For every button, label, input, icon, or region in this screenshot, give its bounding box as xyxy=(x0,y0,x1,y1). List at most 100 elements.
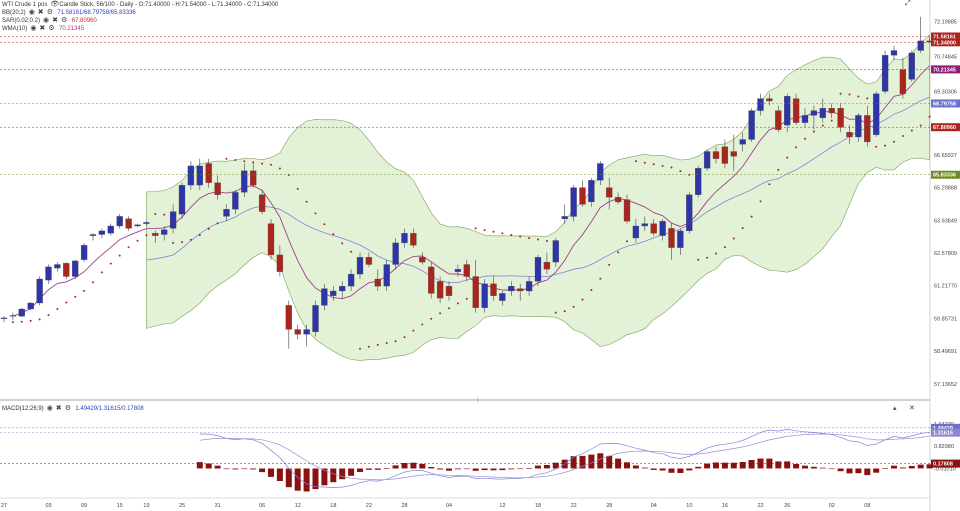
price-tag-label: 71.34000 xyxy=(933,40,956,46)
x-tick-label: 16 xyxy=(722,503,728,509)
candle xyxy=(0,317,8,319)
macd-histogram-bar xyxy=(668,468,675,473)
sar-dot xyxy=(661,164,664,167)
eye-icon[interactable]: ◉ xyxy=(46,405,53,412)
x-tick-label: 06 xyxy=(259,503,265,509)
macd-histogram-bar xyxy=(410,462,417,469)
sar-dot xyxy=(857,95,860,98)
macd-histogram-bar xyxy=(819,467,826,469)
macd-histogram-bar xyxy=(570,456,577,469)
candle xyxy=(597,163,604,181)
sar-dot xyxy=(145,234,148,237)
macd-histogram-bar xyxy=(526,468,533,469)
candle xyxy=(517,288,524,292)
price-tag-label: 68.79758 xyxy=(933,101,956,107)
price-tick-label: 65.29888 xyxy=(934,186,957,192)
macd-histogram-bar xyxy=(463,468,470,470)
price-tick-label: 61.21770 xyxy=(934,284,957,290)
close-icon[interactable]: ✕ xyxy=(909,405,915,412)
sar-dot xyxy=(341,242,344,245)
sar-dot xyxy=(11,321,14,324)
price-tag-label: 70.21345 xyxy=(933,67,956,73)
chevron-up-icon[interactable]: ▴ xyxy=(893,405,897,412)
candle xyxy=(864,115,871,143)
close-icon[interactable]: ✖ xyxy=(55,405,62,412)
sar-dot xyxy=(207,227,210,230)
price-tag-label: 67.80960 xyxy=(933,125,956,131)
candle xyxy=(579,187,586,205)
sar-dot xyxy=(448,307,450,310)
macd-histogram-bar xyxy=(303,468,310,492)
candle xyxy=(917,40,924,51)
sar-dot xyxy=(884,144,887,147)
sar-dot xyxy=(359,347,361,350)
macd-tag-label: 1.31615 xyxy=(933,431,953,437)
candle xyxy=(766,98,773,102)
sar-dot xyxy=(804,137,806,140)
candle xyxy=(232,192,239,210)
indicator-sar-row: SAR(0.02;0.2) ◉ ✖ ⚙ 67.80960 xyxy=(2,17,100,25)
expand-icon[interactable]: ⤢ xyxy=(905,0,911,7)
sar-dot xyxy=(768,183,771,186)
macd-histogram-bar xyxy=(632,465,639,469)
sar-dot xyxy=(634,160,637,163)
indicator-wma-row: WMA(10) ◉ ✖ ⚙ 70.21345 xyxy=(2,25,87,33)
gear-icon[interactable]: ⚙ xyxy=(64,405,71,412)
gear-icon[interactable]: ⚙ xyxy=(46,9,53,16)
sar-dot xyxy=(483,229,486,232)
macd-histogram-bar xyxy=(330,468,337,483)
eye-icon[interactable]: ◉ xyxy=(30,25,37,32)
candle xyxy=(410,233,417,246)
candle xyxy=(169,211,177,229)
sar-dot xyxy=(919,124,922,127)
gear-icon[interactable]: ⚙ xyxy=(61,17,68,24)
macd-histogram-bar xyxy=(891,465,897,469)
price-tick-label: 62.57809 xyxy=(934,251,957,257)
sar-dot xyxy=(412,329,415,332)
sar-dot xyxy=(163,213,166,216)
gear-icon[interactable]: ⚙ xyxy=(48,25,55,32)
candle xyxy=(401,233,408,244)
macd-histogram-bar xyxy=(739,462,746,469)
macd-histogram-bar xyxy=(650,468,657,470)
eye-icon[interactable]: ◉ xyxy=(28,9,35,16)
sar-dot xyxy=(278,167,281,170)
sar-dot xyxy=(154,213,157,215)
sar-dot xyxy=(261,162,264,165)
macd-histogram-bar xyxy=(312,468,319,490)
x-tick-label: 18 xyxy=(535,503,541,509)
sar-dot xyxy=(323,223,326,226)
macd-histogram-bar xyxy=(552,462,559,469)
chart-header: WTI Crude 1 pos 👁Candle Stick, 56/100 - D… xyxy=(2,1,281,9)
candle xyxy=(890,50,898,56)
candle xyxy=(695,168,702,195)
macd-histogram-bar xyxy=(793,464,800,469)
price-tick-label: 72.19885 xyxy=(934,20,957,26)
sar-dot xyxy=(376,343,379,346)
candle xyxy=(9,315,17,317)
candle xyxy=(561,216,568,219)
candle xyxy=(116,216,123,227)
price-tag-label: 65.83336 xyxy=(933,173,956,179)
price-tick-label: 58.49691 xyxy=(934,349,957,355)
macd-histogram-bar xyxy=(196,462,203,469)
candle xyxy=(303,329,310,335)
candle xyxy=(775,110,782,130)
sar-dot xyxy=(234,159,237,161)
eye-icon[interactable]: ◉ xyxy=(43,17,50,24)
candle xyxy=(356,257,364,275)
sar-dot xyxy=(910,129,913,132)
x-tick-label: 22 xyxy=(758,503,764,509)
indicator-macd-row: MACD(12;26;9) ◉ ✖ ⚙ 1.49429/1.31615/0.17808 xyxy=(2,405,147,413)
eye-icon[interactable]: 👁 xyxy=(50,1,60,8)
x-tick-label: 22 xyxy=(366,503,372,509)
sar-dot xyxy=(581,298,584,301)
close-icon[interactable]: ✖ xyxy=(52,17,58,24)
close-icon[interactable]: ✖ xyxy=(37,9,44,16)
candle xyxy=(27,302,34,310)
splitter-icon[interactable]: ⁞ xyxy=(477,398,479,404)
candle xyxy=(650,223,657,234)
sar-dot xyxy=(314,212,317,215)
close-icon[interactable]: ✖ xyxy=(39,25,46,32)
macd-histogram-bar xyxy=(214,465,221,469)
